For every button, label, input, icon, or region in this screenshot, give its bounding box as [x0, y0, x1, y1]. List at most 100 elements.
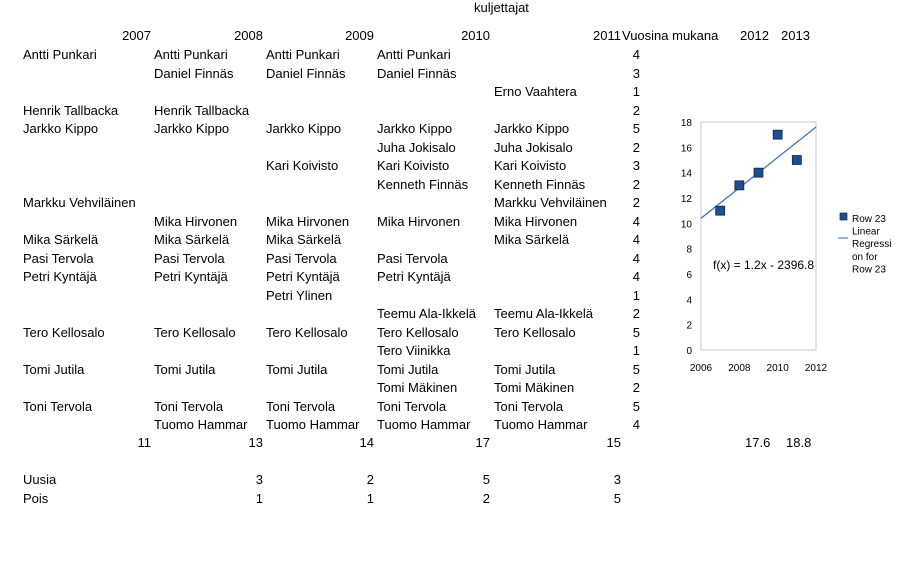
data-point: [715, 205, 726, 216]
driver-cell: Petri Kyntäjä: [377, 269, 451, 284]
driver-cell: Jarkko Kippo: [154, 121, 230, 136]
y-tick-label: 2: [686, 321, 692, 332]
total-cell: 13: [248, 434, 263, 450]
years-count: 2: [632, 102, 640, 118]
year-header: 2011: [593, 28, 621, 43]
plot-frame: [700, 121, 817, 351]
y-tick-label: 8: [686, 245, 692, 256]
summary-label: Pois: [23, 491, 49, 506]
legend-marker: [839, 212, 848, 221]
driver-cell: Toni Tervola: [154, 398, 224, 414]
driver-cell: Mika Särkelä: [154, 232, 230, 247]
driver-cell: Henrik Tallbacka: [23, 102, 119, 118]
data-point: [734, 180, 745, 191]
years-count: 2: [632, 139, 640, 155]
driver-cell: Antti Punkari: [154, 47, 228, 62]
driver-cell: Petri Kyntäjä: [266, 269, 340, 284]
driver-cell: Mika Hirvonen: [377, 213, 461, 229]
driver-cell: Mika Särkelä: [23, 232, 99, 247]
driver-cell: Tero Kellosalo: [377, 324, 459, 340]
driver-cell: Kenneth Finnäs: [494, 176, 586, 192]
y-tick-label: 12: [681, 194, 693, 205]
driver-cell: Mika Särkelä: [494, 232, 570, 247]
driver-cell: Tomi Jutila: [494, 361, 556, 377]
projection-cell: 18.8: [786, 434, 812, 450]
years-count: 3: [632, 158, 640, 173]
years-count: 1: [632, 287, 640, 303]
driver-cell: Markku Vehviläinen: [494, 195, 607, 210]
total-cell: 14: [359, 434, 374, 450]
driver-cell: Erno Vaahtera: [494, 84, 577, 99]
driver-cell: Tomi Jutila: [266, 361, 328, 377]
y-tick-label: 18: [681, 118, 693, 129]
year-header: 2009: [345, 28, 374, 43]
summary-value: 5: [613, 491, 621, 506]
y-tick-label: 4: [686, 295, 692, 306]
legend-label: Regressi: [852, 239, 891, 250]
driver-cell: Daniel Finnäs: [266, 65, 346, 81]
year-header: 2013: [781, 28, 810, 43]
legend-label: Row 23: [852, 264, 886, 275]
projection-cell: 17.6: [745, 434, 771, 450]
y-tick-label: 10: [681, 219, 693, 230]
legend-label: Row 23: [852, 214, 886, 225]
driver-cell: Teemu Ala-Ikkelä: [494, 306, 593, 321]
driver-cell: Jarkko Kippo: [494, 121, 570, 136]
driver-cell: Toni Tervola: [266, 398, 336, 414]
total-cell: 15: [606, 434, 621, 450]
driver-cell: Toni Tervola: [23, 398, 93, 414]
driver-cell: Mika Hirvonen: [494, 213, 578, 229]
summary-value: 5: [482, 472, 490, 487]
driver-cell: Juha Jokisalo: [494, 139, 573, 155]
driver-cell: Kari Koivisto: [377, 158, 450, 173]
driver-cell: Kari Koivisto: [266, 158, 339, 173]
years-count: 1: [632, 343, 640, 358]
summary-value: 3: [613, 472, 621, 487]
summary-label: Uusia: [23, 472, 57, 487]
driver-cell: Kenneth Finnäs: [377, 176, 469, 192]
driver-cell: Petri Kyntäjä: [154, 269, 228, 284]
driver-cell: Antti Punkari: [23, 47, 97, 62]
driver-cell: Henrik Tallbacka: [154, 102, 250, 118]
driver-cell: Toni Tervola: [494, 398, 564, 414]
driver-cell: Teemu Ala-Ikkelä: [377, 306, 476, 321]
years-count: 1: [632, 84, 640, 99]
year-header: 2008: [234, 28, 263, 43]
title: kuljettajat: [474, 0, 529, 15]
years-count: 5: [632, 121, 640, 136]
driver-cell: Antti Punkari: [266, 47, 340, 62]
data-point: [772, 129, 783, 140]
total-cell: 17: [475, 434, 490, 450]
year-header: 2012: [740, 28, 769, 43]
years-count: 3: [632, 65, 640, 81]
x-tick-label: 2006: [690, 363, 713, 374]
years-count: 4: [632, 213, 640, 229]
legend-label: Linear: [852, 227, 880, 238]
years-count: 4: [632, 250, 640, 266]
year-header: 2007: [122, 28, 151, 43]
data-point: [791, 155, 802, 165]
driver-cell: Tomi Jutila: [154, 361, 216, 377]
y-tick-label: 6: [686, 270, 692, 281]
total-cell: 11: [137, 434, 152, 450]
years-count: 4: [632, 417, 640, 432]
summary-value: 2: [482, 491, 490, 506]
driver-cell: Tuomo Hammar: [266, 417, 360, 432]
driver-cell: Tomi Mäkinen: [494, 380, 575, 395]
driver-cell: Jarkko Kippo: [377, 121, 453, 136]
y-tick-label: 0: [686, 346, 692, 357]
driver-cell: Tomi Jutila: [377, 361, 439, 377]
driver-cell: Tuomo Hammar: [377, 417, 471, 432]
driver-cell: Pasi Tervola: [23, 250, 94, 266]
driver-cell: Jarkko Kippo: [23, 121, 99, 136]
driver-cell: Mika Hirvonen: [266, 213, 350, 229]
years-count: 4: [632, 269, 640, 284]
summary-value: 3: [255, 472, 263, 487]
year-header: 2010: [461, 28, 490, 43]
years-count: 4: [632, 47, 640, 62]
count-header: Vuosina mukana: [622, 28, 719, 43]
driver-cell: Pasi Tervola: [154, 250, 225, 266]
driver-cell: Tomi Mäkinen: [377, 380, 458, 395]
y-tick-label: 16: [681, 143, 693, 154]
